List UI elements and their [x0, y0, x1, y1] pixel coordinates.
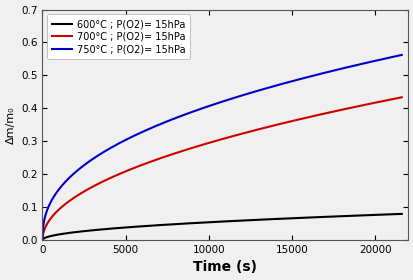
700°C ; P(O2)= 15hPa [40, 238, 45, 242]
700°C ; P(O2)= 15hPa [399, 95, 404, 99]
Legend: 600°C ; P(O2)= 15hPa, 700°C ; P(O2)= 15hPa, 750°C ; P(O2)= 15hPa: 600°C ; P(O2)= 15hPa, 700°C ; P(O2)= 15h… [47, 14, 190, 59]
600°C ; P(O2)= 15hPa [40, 238, 45, 242]
750°C ; P(O2)= 15hPa [40, 238, 45, 242]
700°C ; P(O2)= 15hPa [391, 97, 396, 100]
700°C ; P(O2)= 15hPa [177, 150, 182, 153]
X-axis label: Time (s): Time (s) [193, 260, 257, 274]
700°C ; P(O2)= 15hPa [193, 145, 198, 148]
750°C ; P(O2)= 15hPa [177, 115, 182, 118]
600°C ; P(O2)= 15hPa [193, 221, 198, 225]
Line: 750°C ; P(O2)= 15hPa: 750°C ; P(O2)= 15hPa [43, 55, 401, 240]
600°C ; P(O2)= 15hPa [81, 230, 86, 233]
600°C ; P(O2)= 15hPa [391, 213, 396, 216]
Y-axis label: Δm/m₀: Δm/m₀ [5, 106, 16, 144]
750°C ; P(O2)= 15hPa [399, 53, 404, 57]
750°C ; P(O2)= 15hPa [353, 64, 358, 67]
750°C ; P(O2)= 15hPa [102, 150, 107, 153]
600°C ; P(O2)= 15hPa [177, 222, 182, 225]
750°C ; P(O2)= 15hPa [391, 55, 396, 58]
700°C ; P(O2)= 15hPa [102, 179, 107, 182]
700°C ; P(O2)= 15hPa [353, 105, 358, 108]
750°C ; P(O2)= 15hPa [193, 109, 198, 112]
Line: 600°C ; P(O2)= 15hPa: 600°C ; P(O2)= 15hPa [43, 214, 401, 240]
700°C ; P(O2)= 15hPa [81, 190, 86, 193]
600°C ; P(O2)= 15hPa [102, 227, 107, 231]
600°C ; P(O2)= 15hPa [353, 214, 358, 217]
600°C ; P(O2)= 15hPa [399, 212, 404, 216]
Line: 700°C ; P(O2)= 15hPa: 700°C ; P(O2)= 15hPa [43, 97, 401, 240]
750°C ; P(O2)= 15hPa [81, 164, 86, 167]
